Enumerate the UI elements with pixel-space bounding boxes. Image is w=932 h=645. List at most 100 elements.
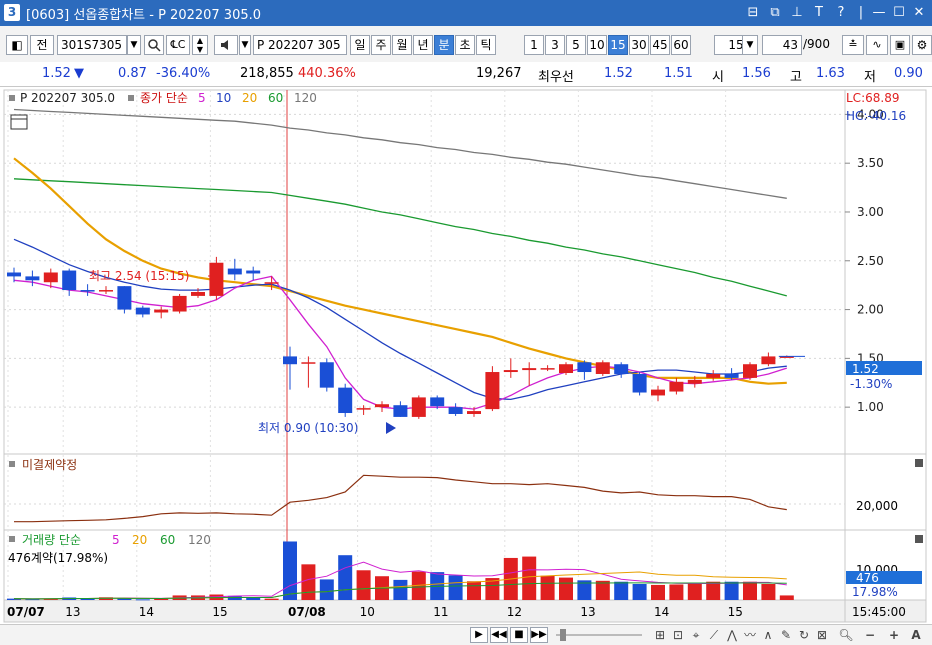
volume-close-icon[interactable] xyxy=(915,535,923,543)
first-page-icon[interactable]: ▶ xyxy=(470,627,488,643)
drawing-icon[interactable]: ∿ xyxy=(866,35,888,55)
title-divider: | xyxy=(858,5,864,20)
period-button-분[interactable]: 분 xyxy=(434,35,454,55)
candle-body xyxy=(743,364,757,378)
volume-ma-60: 60 xyxy=(160,533,175,547)
zoom-in-icon[interactable]: + xyxy=(888,628,900,642)
prev-button[interactable]: 전 xyxy=(30,35,54,55)
x-label: 10 xyxy=(360,605,375,619)
code-input[interactable]: 301S7305 xyxy=(57,35,127,55)
save-icon[interactable]: ▣ xyxy=(890,35,910,55)
period-button-초[interactable]: 초 xyxy=(455,35,475,55)
fibo-tool-icon[interactable]: ∧ xyxy=(763,628,773,642)
scroll-track[interactable] xyxy=(556,634,642,636)
low-annotation: 최저 0.90 (10:30) xyxy=(258,421,358,435)
candle-body xyxy=(135,307,150,315)
candles xyxy=(7,256,805,419)
period-button-주[interactable]: 주 xyxy=(371,35,391,55)
fit-icon[interactable]: ⊡ xyxy=(672,628,684,642)
code-dropdown-icon[interactable]: ▼ xyxy=(127,35,141,55)
pin-icon[interactable]: ⊥ xyxy=(791,5,803,20)
contract-input[interactable]: P 202207 305 xyxy=(253,35,347,55)
volume-bar xyxy=(25,599,40,601)
interval-button-5[interactable]: 5 xyxy=(566,35,586,55)
title-bar: 3 [0603] 선옵종합차트 - P 202207 305.0 ⊟ ⧉ ⊥ T… xyxy=(0,0,932,26)
speaker-icon[interactable] xyxy=(214,35,238,55)
font-icon[interactable]: T xyxy=(815,5,823,20)
period-button-월[interactable]: 월 xyxy=(392,35,412,55)
period-button-틱[interactable]: 틱 xyxy=(476,35,496,55)
interval-dropdown-icon[interactable]: ▼ xyxy=(742,35,758,55)
speaker-dropdown-icon[interactable]: ▼ xyxy=(239,35,251,55)
candle-body xyxy=(283,356,297,365)
help-icon[interactable]: ? xyxy=(837,5,845,20)
volume-ma-5: 5 xyxy=(112,533,120,547)
volume-bar xyxy=(154,598,169,600)
oi-close-icon[interactable] xyxy=(915,459,923,467)
best-bid-value: 1.51 xyxy=(664,66,693,81)
candle-body xyxy=(154,309,169,313)
zoom-box-icon[interactable]: ⊞ xyxy=(654,628,666,642)
gear-icon[interactable]: ⚙ xyxy=(912,35,932,55)
volume-bar xyxy=(669,584,684,600)
minimize-icon[interactable]: — xyxy=(872,5,886,20)
volume-bar xyxy=(338,555,353,600)
zoom-search-icon[interactable]: 🔍︎ xyxy=(838,628,854,642)
x-label: 13 xyxy=(65,605,80,619)
panel-marker-icon xyxy=(9,95,15,101)
refresh-icon[interactable]: ↻ xyxy=(798,628,810,642)
indicator-icon[interactable]: ≛ xyxy=(842,35,864,55)
line-tool-icon[interactable]: ⟋ xyxy=(709,628,719,642)
candle-body xyxy=(246,270,261,274)
interval-button-10[interactable]: 10 xyxy=(587,35,607,55)
grid xyxy=(4,90,845,600)
interval-button-3[interactable]: 3 xyxy=(545,35,565,55)
font-size-icon[interactable]: A xyxy=(911,628,921,642)
candle-body xyxy=(7,272,21,277)
volume-ma60-line xyxy=(13,582,787,600)
current-price-tag xyxy=(846,361,922,375)
volume-bar xyxy=(43,598,58,600)
interval-button-30[interactable]: 30 xyxy=(629,35,649,55)
interval-button-45[interactable]: 45 xyxy=(650,35,670,55)
volume-ma-labels: 5 20 60 120 xyxy=(112,533,211,547)
candle-body xyxy=(209,262,224,296)
window-title: [0603] 선옵종합차트 - P 202207 305.0 xyxy=(26,8,262,23)
spin-icon[interactable]: ▲ ▼ xyxy=(192,35,208,55)
open-value: 1.56 xyxy=(742,66,771,81)
period-button-년[interactable]: 년 xyxy=(413,35,433,55)
contract-label: P 202207 305.0 xyxy=(20,91,115,105)
calendar-icon[interactable] xyxy=(10,114,28,130)
period-button-일[interactable]: 일 xyxy=(350,35,370,55)
zoom-out-icon[interactable]: − xyxy=(864,628,876,642)
duplicate-window-icon[interactable]: ⧉ xyxy=(770,5,780,20)
best-label: 최우선 xyxy=(538,70,574,85)
chart-area[interactable]: 4.003.503.002.502.001.501.00 07/07 13 14 15… xyxy=(0,86,932,624)
search-icon[interactable] xyxy=(144,35,164,55)
stop-icon[interactable]: ■ xyxy=(510,627,528,643)
x-label: 11 xyxy=(433,605,448,619)
interval-button-15[interactable]: 15 xyxy=(608,35,628,55)
crosshair-icon[interactable]: ⌖ xyxy=(692,628,700,642)
image-icon[interactable]: ⊠ xyxy=(816,628,828,642)
close-icon[interactable]: ✕ xyxy=(913,5,925,20)
scroll-handle[interactable] xyxy=(560,629,566,641)
candle-body xyxy=(706,373,721,378)
layout-icon[interactable]: ◧ xyxy=(6,35,28,55)
volume-bar xyxy=(743,581,757,600)
link-code-icon[interactable]: ℄C xyxy=(166,35,190,55)
count-input[interactable]: 43 xyxy=(762,35,802,55)
pencil-icon[interactable]: ✎ xyxy=(780,628,792,642)
open-interest-series xyxy=(4,474,845,523)
restore-split-icon[interactable]: ⊟ xyxy=(747,5,759,20)
interval-button-60[interactable]: 60 xyxy=(671,35,691,55)
rewind-icon[interactable]: ◀◀ xyxy=(490,627,508,643)
wave-tool-icon[interactable]: 〰 xyxy=(743,628,756,642)
forward-icon[interactable]: ▶▶ xyxy=(530,627,548,643)
candle-body xyxy=(227,268,242,275)
trend-tool-icon[interactable]: ⋀ xyxy=(727,628,737,642)
interval-button-1[interactable]: 1 xyxy=(524,35,544,55)
volume-ma-20: 20 xyxy=(132,533,147,547)
maximize-icon[interactable]: ☐ xyxy=(893,5,905,20)
volume-bar xyxy=(411,571,426,600)
